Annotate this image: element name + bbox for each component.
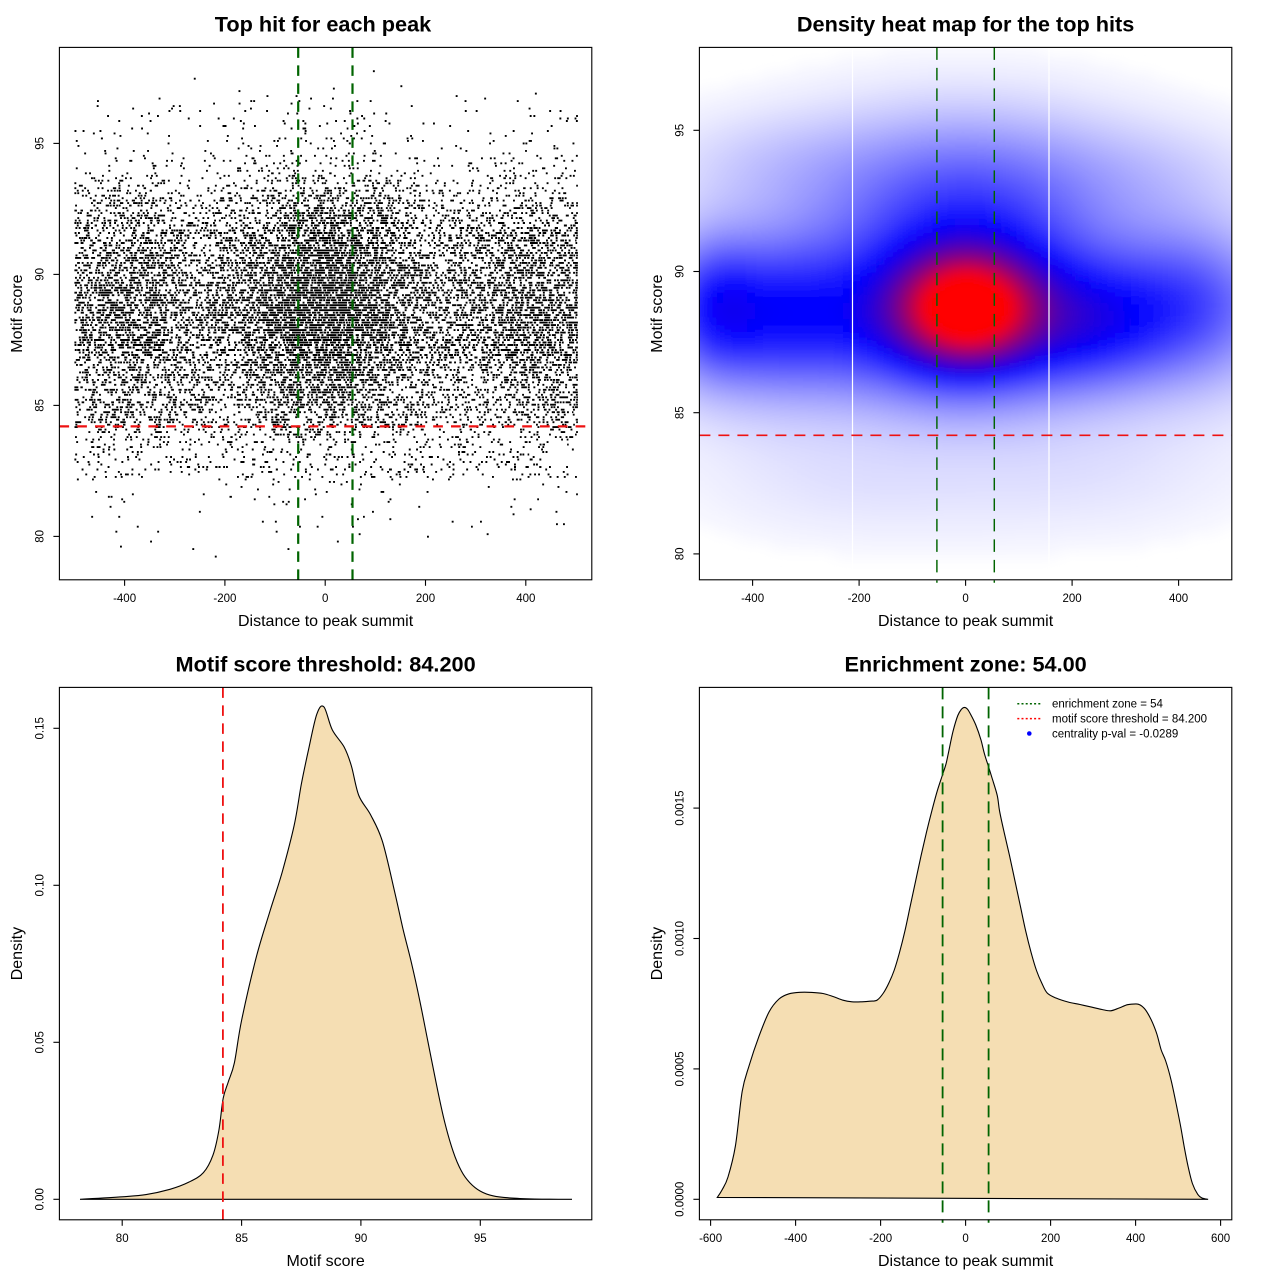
svg-text:400: 400	[1126, 1233, 1145, 1245]
svg-text:Density heat map for the top h: Density heat map for the top hits	[797, 11, 1134, 36]
svg-text:0.05: 0.05	[35, 1031, 47, 1053]
svg-text:0: 0	[322, 593, 328, 605]
svg-text:80: 80	[35, 530, 47, 543]
svg-text:0: 0	[962, 593, 968, 605]
svg-text:Motif score: Motif score	[286, 1253, 364, 1270]
svg-text:80: 80	[675, 548, 687, 561]
svg-text:0.10: 0.10	[35, 874, 47, 896]
svg-text:0.0005: 0.0005	[675, 1051, 687, 1086]
svg-text:95: 95	[675, 124, 687, 137]
svg-text:400: 400	[1169, 593, 1188, 605]
svg-text:85: 85	[675, 406, 687, 419]
svg-text:-200: -200	[213, 593, 236, 605]
svg-text:0: 0	[962, 1233, 968, 1245]
svg-text:90: 90	[35, 268, 47, 281]
svg-text:Motif score: Motif score	[649, 274, 666, 352]
svg-text:0.15: 0.15	[35, 717, 47, 739]
svg-text:200: 200	[416, 593, 435, 605]
svg-text:85: 85	[235, 1233, 248, 1245]
svg-text:95: 95	[474, 1233, 487, 1245]
svg-text:-400: -400	[113, 593, 136, 605]
svg-text:Density: Density	[649, 927, 666, 980]
svg-text:Motif score: Motif score	[9, 274, 26, 352]
svg-text:0.0000: 0.0000	[675, 1182, 687, 1217]
svg-text:-200: -200	[848, 593, 871, 605]
svg-text:90: 90	[355, 1233, 368, 1245]
svg-text:0.0010: 0.0010	[675, 921, 687, 956]
svg-text:Distance to peak summit: Distance to peak summit	[878, 613, 1054, 630]
svg-text:Distance to peak summit: Distance to peak summit	[878, 1253, 1054, 1270]
svg-text:200: 200	[1041, 1233, 1060, 1245]
svg-text:Enrichment zone: 54.00: Enrichment zone: 54.00	[844, 651, 1086, 676]
svg-text:400: 400	[516, 593, 535, 605]
svg-text:-400: -400	[741, 593, 764, 605]
svg-text:-600: -600	[699, 1233, 722, 1245]
svg-text:-200: -200	[869, 1233, 892, 1245]
svg-text:200: 200	[1063, 593, 1082, 605]
svg-text:0.00: 0.00	[35, 1188, 47, 1210]
svg-text:Top hit for each peak: Top hit for each peak	[215, 11, 432, 36]
svg-text:Density: Density	[9, 927, 26, 980]
svg-text:600: 600	[1211, 1233, 1230, 1245]
svg-text:80: 80	[116, 1233, 129, 1245]
svg-text:centrality p-val = -0.0289: centrality p-val = -0.0289	[1052, 728, 1178, 740]
svg-text:90: 90	[675, 265, 687, 278]
svg-text:85: 85	[35, 399, 47, 412]
svg-text:enrichment zone = 54: enrichment zone = 54	[1052, 699, 1164, 711]
svg-text:0.0015: 0.0015	[675, 791, 687, 826]
svg-text:Distance to peak summit: Distance to peak summit	[238, 613, 414, 630]
svg-text:Motif score threshold: 84.200: Motif score threshold: 84.200	[176, 651, 476, 676]
svg-text:95: 95	[35, 137, 47, 150]
svg-text:-400: -400	[784, 1233, 807, 1245]
svg-text:motif score threshold = 84.200: motif score threshold = 84.200	[1052, 714, 1207, 726]
